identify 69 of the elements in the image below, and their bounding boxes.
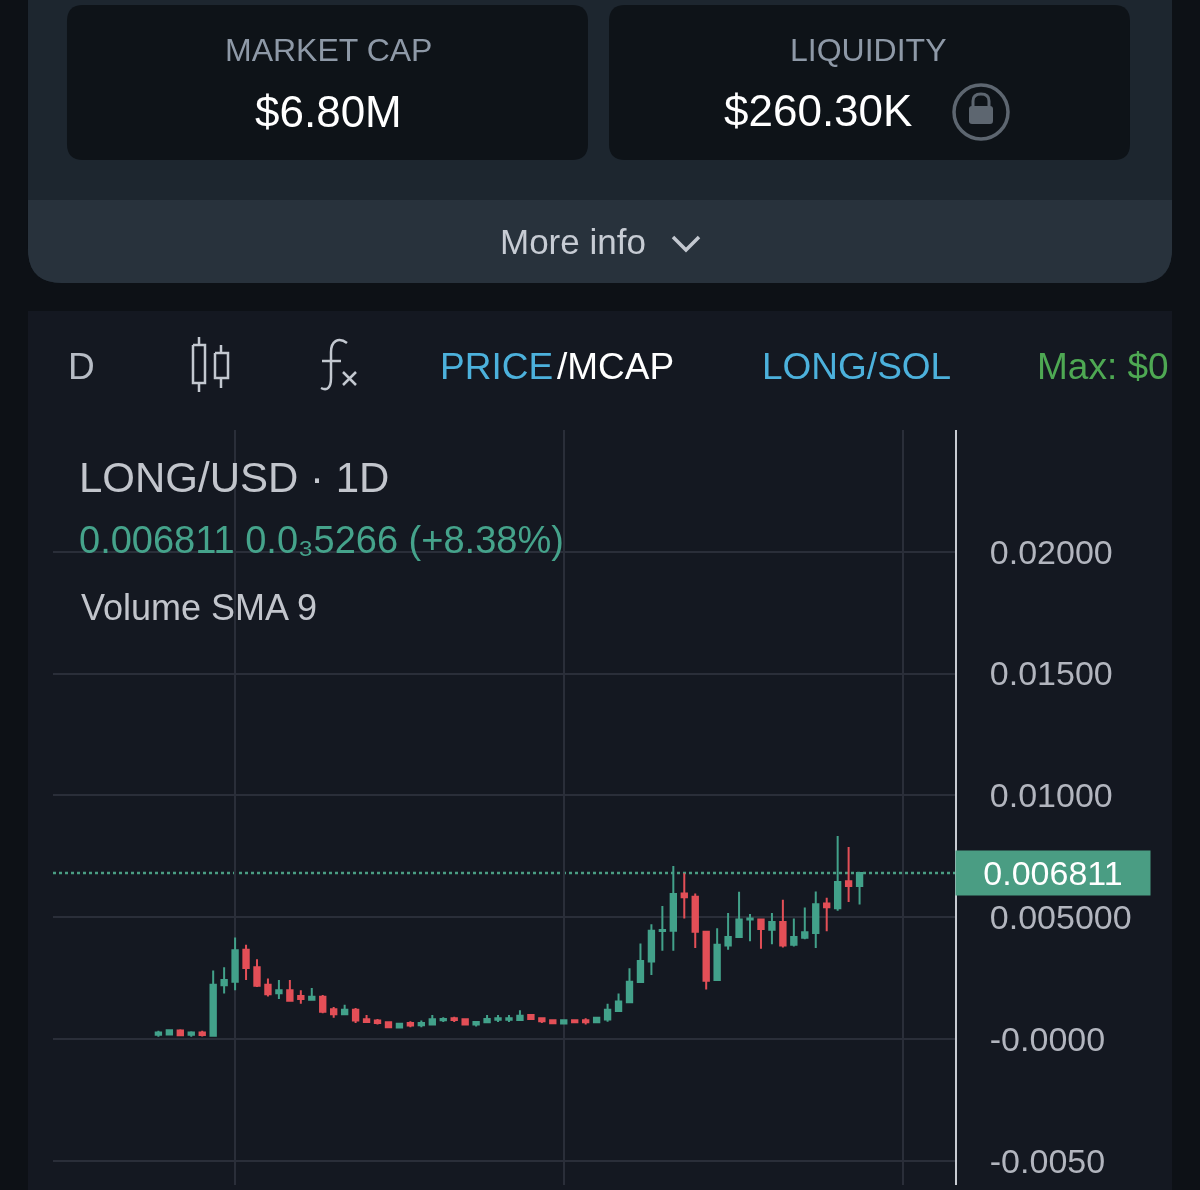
candlestick [844,845,853,903]
candlestick [779,898,787,949]
y-tick-label: 0.02000 [989,532,1113,571]
y-tick-label: 0.01000 [989,776,1113,815]
y-tick-label: -0.0050 [989,1141,1106,1180]
candlestick [538,1016,546,1025]
candlestick [275,978,283,1000]
candlestick [505,1014,513,1024]
text: MARKET CAP [225,32,433,68]
candlestick [472,1020,480,1028]
candlestick [319,994,327,1015]
candlestick [581,1017,590,1026]
candlestick [724,911,732,951]
candlestick [187,1030,195,1038]
y-tick-label: -0.0000 [989,1019,1106,1058]
y-tick-label: 0.005000 [989,898,1132,936]
candlestick [527,1013,535,1021]
candlestick [286,978,294,1003]
candlestick [658,904,667,952]
candlestick [549,1018,557,1025]
candlestick [253,958,261,988]
candlestick [209,969,217,1037]
candlestick [757,917,765,950]
candlestick [264,977,272,998]
candlestick [220,966,228,995]
candlestick [231,936,239,992]
text: PRICE [440,346,554,387]
text: /MCAP [557,346,675,387]
annotation: Volume SMA 9 [81,587,318,628]
candlestick [680,872,688,920]
candlestick [812,890,820,950]
candlestick [636,942,645,984]
text: LONG/SOL [762,346,952,387]
candlestick [790,917,798,948]
candlestick [351,1006,360,1025]
candlestick [713,927,721,981]
candlestick [735,890,743,939]
candlestick [362,1014,371,1025]
candlestick [625,967,634,1004]
ref-line-label: 0.006811 [983,854,1123,892]
candlestick [746,912,754,943]
candlestick [428,1014,436,1027]
text: $260.30K [724,86,913,135]
candlestick [603,1002,612,1023]
candlestick [801,906,809,941]
candlestick [702,929,710,991]
candlestick [823,896,831,933]
candlestick [330,1005,338,1019]
text: 0.006811 0.0₃5266 (+8.38%) [79,519,564,561]
candlestick [691,892,699,950]
candlestick [461,1017,469,1026]
candlestick [614,992,623,1013]
candlestick [494,1014,502,1024]
y-tick-label: 0.01500 [989,654,1113,693]
candlestick [297,989,305,1005]
candlestick [483,1014,491,1024]
text: $6.80M [255,87,402,136]
text: LONG/USD · 1D [79,453,390,501]
text: LIQUIDITY [790,32,947,68]
candlestick [560,1018,568,1026]
candlestick [242,943,250,981]
text: D [68,346,95,387]
text: More info [500,222,646,261]
candlestick [647,923,656,977]
candlestick [516,1009,524,1022]
candlestick [384,1020,393,1029]
candlestick [768,911,776,946]
candlestick [308,986,316,1001]
text: Max: $0 [1037,346,1169,387]
